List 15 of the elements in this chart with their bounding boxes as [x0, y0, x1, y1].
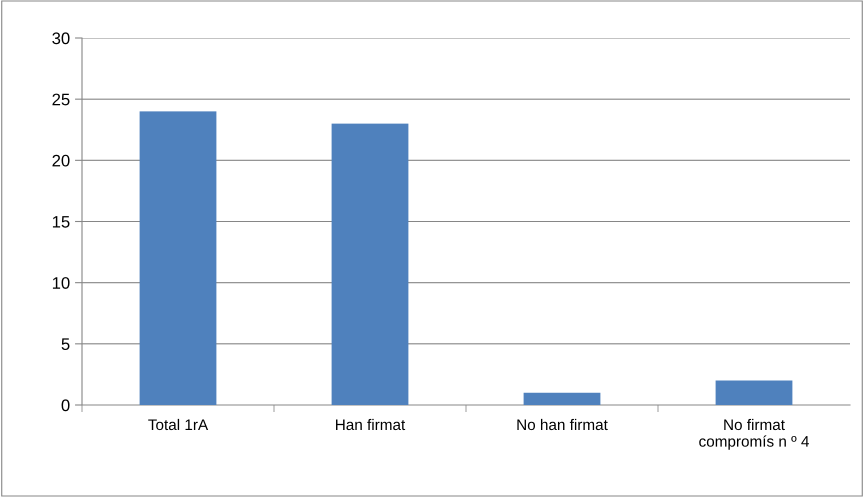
y-tick-label: 30: [52, 32, 70, 44]
x-tick-label: No firmat compromís n º 4: [699, 418, 809, 450]
y-tick-label: 25: [52, 94, 70, 106]
bar: [524, 392, 600, 405]
y-tick-label: 15: [52, 216, 70, 228]
bar: [716, 380, 792, 405]
x-tick-label: Han firmat: [336, 418, 406, 430]
bar: [332, 124, 408, 405]
bar: [140, 111, 216, 405]
y-tick-label: 10: [52, 277, 70, 289]
y-tick-label: 0: [62, 399, 70, 412]
x-tick-label: No han firmat: [517, 418, 608, 430]
y-tick-label: 5: [62, 338, 70, 350]
y-tick-label: 20: [52, 154, 70, 167]
x-tick-label: Total 1rA: [148, 418, 208, 430]
